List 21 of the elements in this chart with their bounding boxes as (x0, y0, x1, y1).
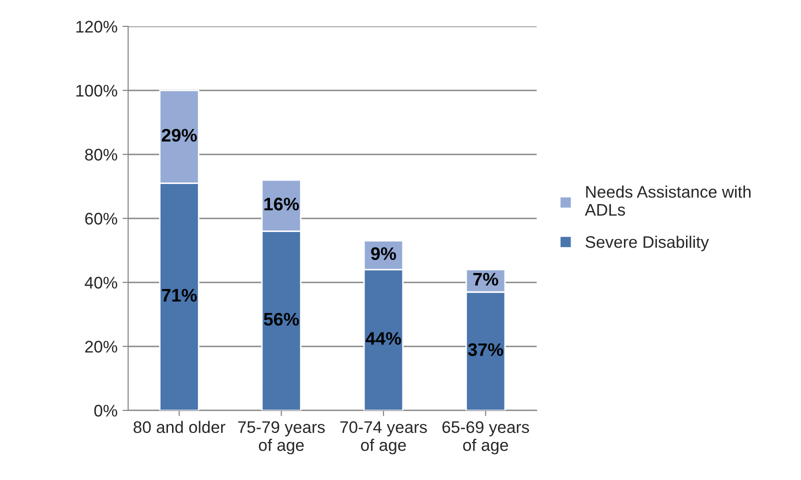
legend-label: Needs Assistance with ADLs (584, 186, 751, 216)
data-label: 7% (473, 272, 498, 286)
x-tick-label: 65-69 years of age (442, 421, 530, 454)
data-label: 44% (366, 332, 402, 345)
y-tick-label: 0% (94, 404, 118, 417)
data-label: 9% (371, 247, 396, 260)
data-label: 71% (162, 288, 197, 302)
y-tick-label: 20% (85, 340, 118, 353)
y-tick-label: 100% (76, 84, 118, 97)
x-tick-label: 70-74 years of age (340, 421, 427, 454)
y-tick-label: 120% (76, 20, 118, 33)
y-tick-label: 60% (85, 212, 118, 225)
data-label: 16% (264, 198, 299, 210)
data-label: 37% (468, 343, 504, 356)
y-tick-label: 80% (85, 148, 118, 161)
data-label: 29% (162, 128, 197, 142)
y-tick-label: 40% (84, 276, 118, 289)
legend-label: Severe Disability (586, 236, 709, 252)
x-tick-label: 80 and older (134, 420, 226, 434)
data-label: 56% (264, 312, 299, 326)
x-tick-label: 75-79 years of age (238, 421, 325, 454)
